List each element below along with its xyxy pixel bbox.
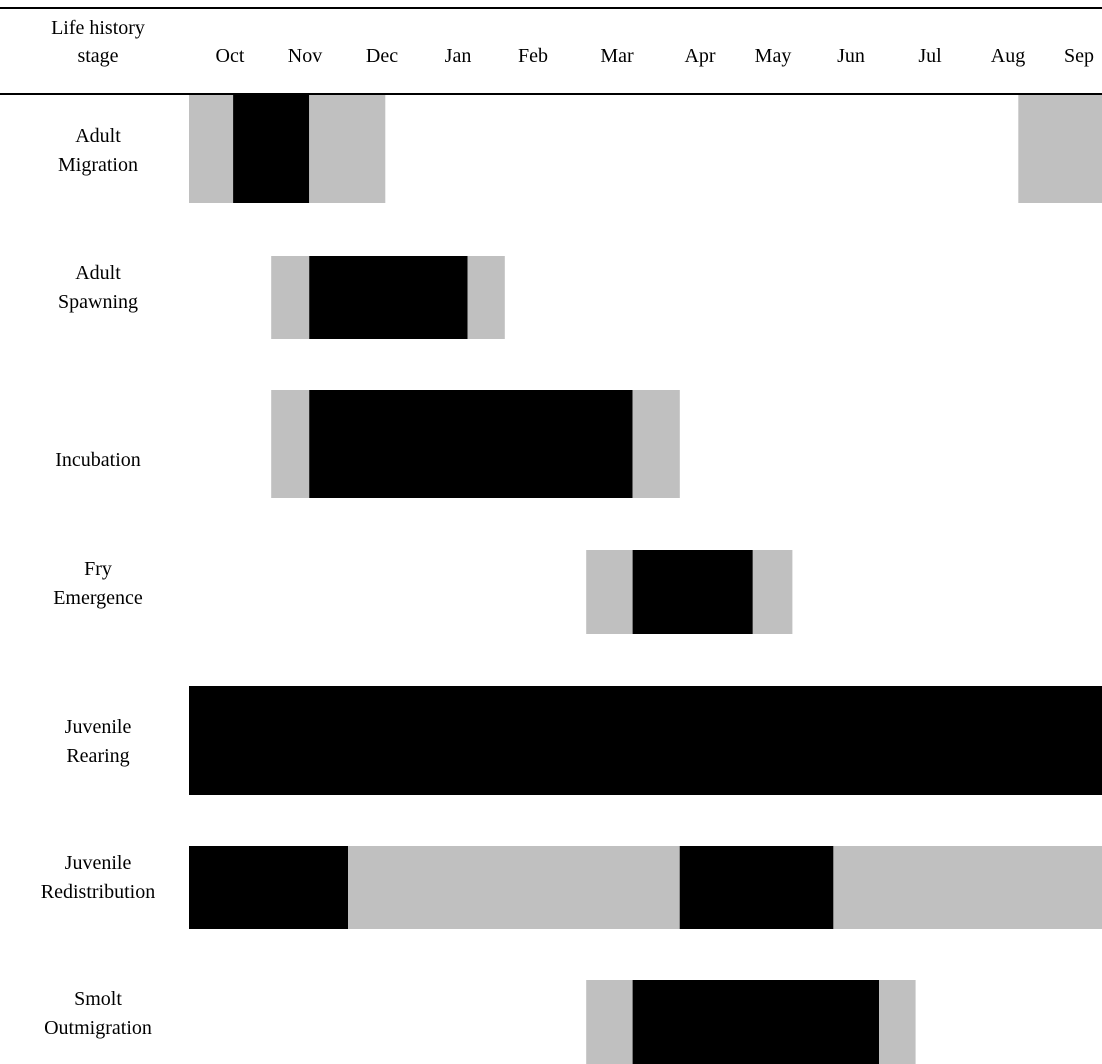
stage-column-header-line1: Life history — [51, 17, 145, 39]
month-label-sep: Sep — [1064, 45, 1094, 67]
segment-peak — [309, 256, 468, 339]
stage-label-line: Smolt — [74, 988, 122, 1010]
stage-row-fry-emergence: Fry Emergence — [53, 550, 793, 634]
stage-label-line: Emergence — [53, 587, 143, 609]
segment-present — [586, 550, 633, 634]
stage-label-line: Outmigration — [44, 1017, 152, 1039]
segment-present — [1018, 95, 1102, 203]
stage-label-line: Migration — [58, 154, 138, 176]
stage-row-adult-migration: Adult Migration — [58, 95, 1102, 203]
segment-peak — [233, 95, 310, 203]
stage-label-line: Adult — [75, 262, 121, 284]
segment-present — [632, 390, 680, 498]
stage-row-smolt-outmigration: Smolt Outmigration — [44, 980, 916, 1064]
segment-present — [309, 95, 386, 203]
segment-present — [348, 846, 680, 929]
stage-column-header-line2: stage — [77, 45, 118, 67]
stage-label-line: Fry — [84, 558, 112, 580]
stage-row-adult-spawning: Adult Spawning — [58, 256, 505, 339]
segment-present — [752, 550, 793, 634]
month-label-dec: Dec — [366, 45, 398, 67]
stage-rows: Adult Migration Adult Spawning Incubation Fry… — [41, 95, 1102, 1064]
segment-peak — [679, 846, 834, 929]
segment-peak — [632, 550, 753, 634]
month-label-jul: Jul — [918, 45, 942, 67]
month-label-oct: Oct — [216, 45, 245, 67]
segment-present — [271, 390, 310, 498]
segment-present — [467, 256, 505, 339]
segment-present — [879, 980, 916, 1064]
month-label-mar: Mar — [600, 45, 634, 67]
segment-present — [586, 980, 633, 1064]
month-label-jan: Jan — [445, 45, 472, 67]
month-label-aug: Aug — [991, 45, 1025, 67]
segment-peak — [309, 390, 633, 498]
month-label-jun: Jun — [837, 45, 865, 67]
stage-row-juvenile-rearing: Juvenile Rearing — [65, 686, 1102, 795]
stage-row-incubation: Incubation — [55, 390, 680, 498]
stage-label-line: Incubation — [55, 449, 141, 471]
month-label-may: May — [755, 45, 792, 67]
stage-label-line: Juvenile — [65, 716, 132, 738]
month-label-apr: Apr — [684, 45, 715, 67]
segment-peak — [189, 686, 1102, 795]
stage-row-juvenile-redistribution: Juvenile Redistribution — [41, 846, 1102, 929]
month-labels: Oct Nov Dec Jan Feb Mar Apr May Jun Jul Aug Sep — [216, 45, 1094, 67]
segment-present — [833, 846, 1102, 929]
segment-present — [271, 256, 310, 339]
segment-present — [189, 95, 234, 203]
segment-peak — [189, 846, 348, 929]
stage-label-line: Spawning — [58, 291, 138, 313]
stage-label-line: Rearing — [66, 745, 129, 767]
segment-peak — [632, 980, 880, 1064]
stage-label-line: Juvenile — [65, 852, 132, 874]
month-label-nov: Nov — [288, 45, 322, 67]
month-label-feb: Feb — [518, 45, 548, 67]
stage-label-line: Redistribution — [41, 881, 155, 903]
stage-label-line: Adult — [75, 125, 121, 147]
